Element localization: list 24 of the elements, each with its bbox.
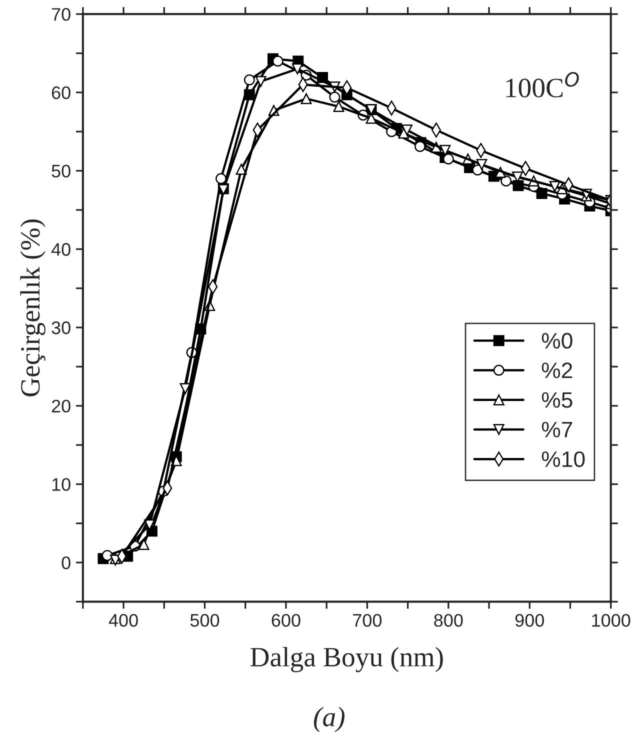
y-tick-label: 10	[52, 478, 70, 491]
x-tick-label: 800	[434, 614, 463, 627]
x-tick-label: 700	[353, 614, 382, 627]
legend-label: %5	[542, 392, 572, 408]
y-tick-label: 0	[62, 556, 70, 570]
legend-label: %7	[542, 422, 572, 438]
legend-label: %10	[542, 451, 585, 468]
x-tick-label: 600	[272, 614, 300, 627]
annotation: 100C$^{O}$	[506, 72, 579, 98]
y-tick-label: 20	[52, 400, 70, 413]
legend-label: %0	[542, 332, 572, 349]
x-axis-title: Dalga Boyu (nm)	[250, 646, 443, 672]
y-tick-label: 50	[52, 164, 70, 178]
y-tick-label: 40	[51, 243, 70, 256]
y-tick-label: 60	[52, 86, 70, 100]
y-tick-label: 70	[52, 8, 70, 21]
text: (a)	[314, 706, 344, 732]
x-tick-label: 900	[515, 614, 544, 627]
legend-label: %2	[542, 362, 572, 378]
x-tick-label: 1000	[592, 614, 630, 627]
y-axis-title: Geçirgenlık (%)	[20, 220, 46, 396]
x-tick-label: 400	[108, 614, 138, 627]
x-tick-label: 500	[190, 614, 220, 627]
y-tick-label: 30	[52, 321, 70, 334]
